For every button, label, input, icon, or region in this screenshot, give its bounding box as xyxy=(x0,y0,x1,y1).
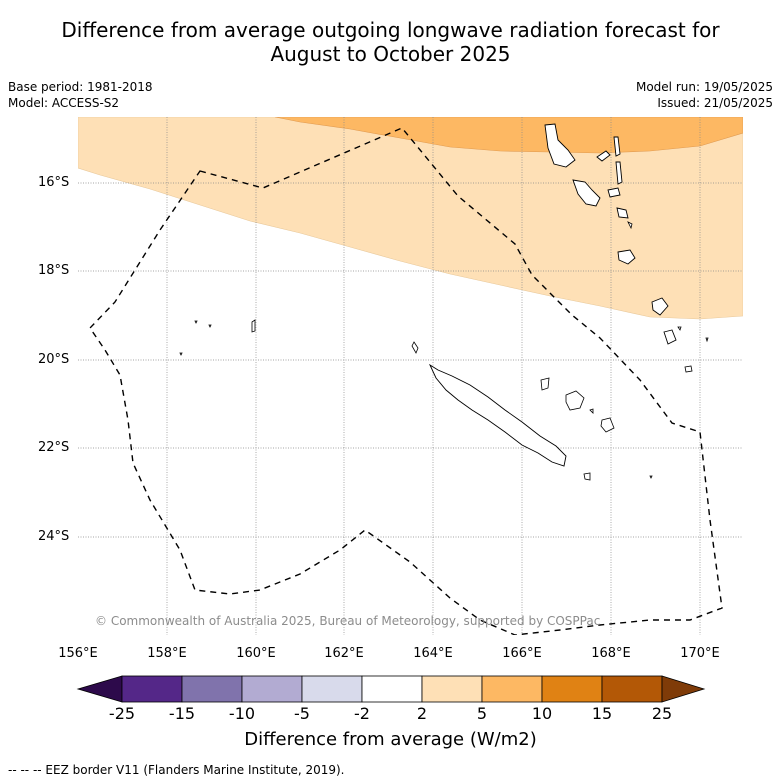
island-espiritu-santo xyxy=(544,123,576,168)
island-loyalty-small xyxy=(589,408,594,414)
reef-bampton-2 xyxy=(208,324,212,328)
lat-label-20s: 20°S xyxy=(38,352,70,367)
island-mare xyxy=(600,417,615,433)
island-lifou xyxy=(565,390,585,411)
island-maewo xyxy=(613,136,621,157)
colorbar-tick-2: 2 xyxy=(416,704,428,723)
island-tanna xyxy=(663,329,677,345)
colorbar-label: Difference from average (W/m2) xyxy=(244,729,537,750)
lon-label-166e: 166°E xyxy=(502,646,542,661)
reef-chesterfield xyxy=(251,319,256,333)
colorbar-arrow-high xyxy=(661,675,706,703)
colorbar-tick-neg10: -10 xyxy=(228,704,256,723)
reef-bellona xyxy=(179,352,183,356)
issued-date: Issued: 21/05/2025 xyxy=(657,96,773,110)
lat-label-16s: 16°S xyxy=(38,175,70,190)
colorbar-tick-neg15: -15 xyxy=(168,704,196,723)
island-pines xyxy=(583,472,591,481)
island-pentecost xyxy=(615,161,623,185)
lon-label-164e: 164°E xyxy=(413,646,453,661)
reef-walpole xyxy=(649,475,653,479)
colorbar-arrow-low xyxy=(76,675,123,703)
colorbar-tick-15: 15 xyxy=(591,704,613,723)
colorbar-segment-neg2-2 xyxy=(361,675,423,703)
lon-label-168e: 168°E xyxy=(591,646,631,661)
colorbar-segment-15-25 xyxy=(601,675,663,703)
island-aniwa xyxy=(705,337,709,343)
eez-footnote: -- -- -- EEZ border V11 (Flanders Marine… xyxy=(8,763,345,777)
lat-label-24s: 24°S xyxy=(38,529,70,544)
island-ambrym xyxy=(607,187,621,198)
model-run: Model run: 19/05/2025 xyxy=(635,80,773,94)
anomaly-band-2-5 xyxy=(78,117,743,320)
colorbar-segment-neg5-neg2 xyxy=(301,675,363,703)
colorbar-segment-2-5 xyxy=(421,675,483,703)
reef-bampton-1 xyxy=(194,320,198,324)
graticule xyxy=(78,117,743,635)
island-shepherds xyxy=(627,221,633,230)
lon-label-170e: 170°E xyxy=(680,646,720,661)
colorbar-segment-neg15-neg10 xyxy=(181,675,243,703)
meta-left: Base period: 1981-2018 Model: ACCESS-S2 xyxy=(8,79,153,111)
island-epi xyxy=(616,207,629,219)
title-line-2: August to October 2025 xyxy=(270,42,511,66)
meta-right: Model run: 19/05/2025 Issued: 21/05/2025 xyxy=(636,79,773,111)
new-caledonia-island xyxy=(428,363,567,467)
copyright-notice: © Commonwealth of Australia 2025, Bureau… xyxy=(95,614,601,628)
colorbar-segment-5-10 xyxy=(481,675,543,703)
colorbar-tick-neg25: -25 xyxy=(108,704,136,723)
belep-islets xyxy=(411,341,419,354)
model-name: Model: ACCESS-S2 xyxy=(8,96,120,110)
island-futuna xyxy=(677,326,682,331)
lon-label-158e: 158°E xyxy=(147,646,187,661)
lon-label-162e: 162°E xyxy=(324,646,364,661)
island-efate xyxy=(617,249,636,265)
lat-label-18s: 18°S xyxy=(38,263,70,278)
base-period: Base period: 1981-2018 xyxy=(8,80,153,94)
island-erromango xyxy=(651,297,669,316)
colorbar-tick-25: 25 xyxy=(651,704,673,723)
colorbar xyxy=(76,675,706,703)
lon-label-160e: 160°E xyxy=(236,646,276,661)
lon-label-156e: 156°E xyxy=(58,646,98,661)
colorbar-tick-10: 10 xyxy=(531,704,553,723)
title-line-1: Difference from average outgoing longwav… xyxy=(61,18,720,42)
colorbar-tick-neg5: -5 xyxy=(294,704,310,723)
colorbar-segment-neg25-neg15 xyxy=(121,675,183,703)
colorbar-segment-neg10-neg5 xyxy=(241,675,303,703)
island-ouvea xyxy=(540,377,550,391)
island-aneityum xyxy=(684,365,693,373)
island-malekula xyxy=(572,179,601,207)
island-ambae xyxy=(596,150,611,162)
colorbar-tick-neg2: -2 xyxy=(354,704,370,723)
lat-label-22s: 22°S xyxy=(38,440,70,455)
map-title: Difference from average outgoing longwav… xyxy=(0,18,781,66)
colorbar-tick-5: 5 xyxy=(476,704,488,723)
colorbar-segment-10-15 xyxy=(541,675,603,703)
